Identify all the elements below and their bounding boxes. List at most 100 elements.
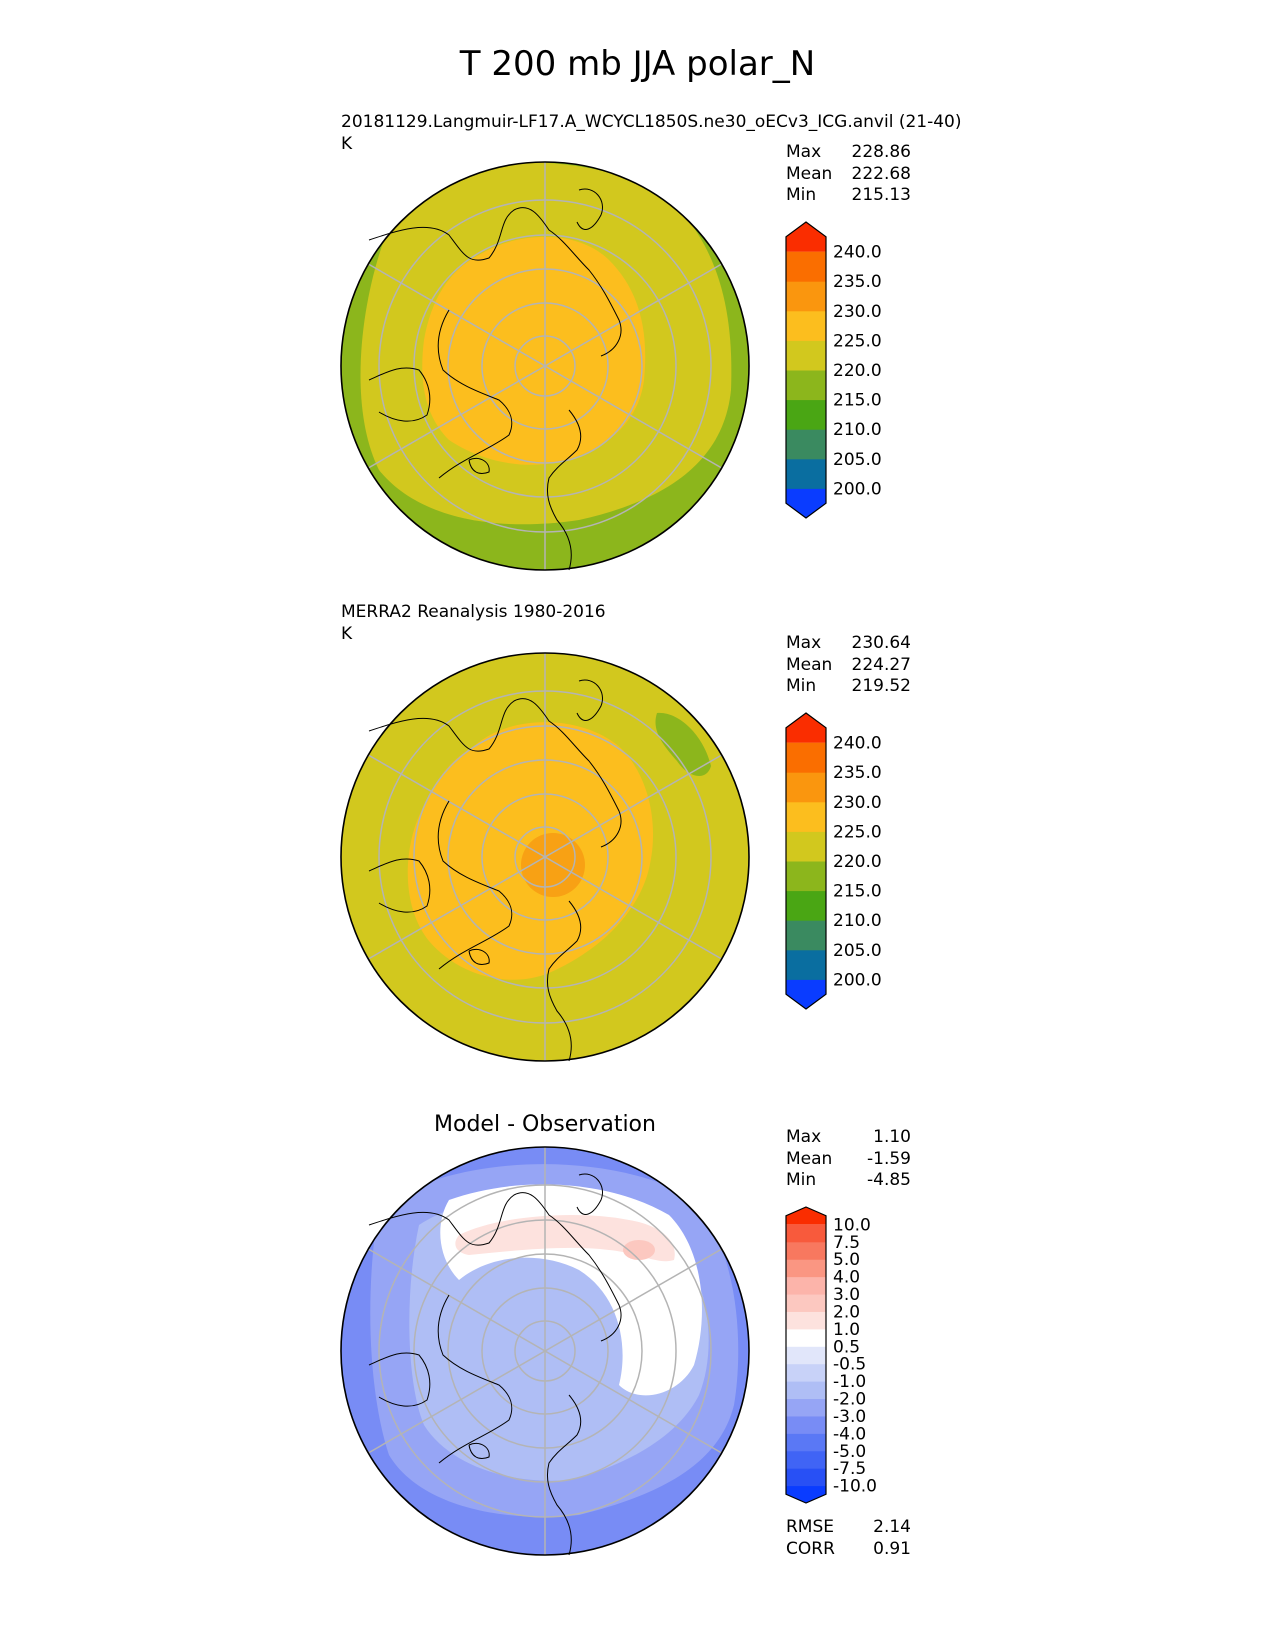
panel-2-units: K — [341, 624, 353, 644]
panel-3-metrics: RMSE 2.14 CORR 0.91 — [786, 1517, 911, 1560]
stat-value: 222.68 — [851, 163, 911, 184]
stat-value: 1.10 — [873, 1127, 911, 1147]
colorbar-tick-label: 5.0 — [833, 1250, 860, 1270]
panel-2-colorbar: 200.0 205.0 210.0 215.0 220.0 225.0 230.0 235.0… — [785, 712, 882, 1010]
colorbar-outline — [785, 221, 827, 519]
colorbar-outline — [785, 1206, 827, 1504]
colorbar-tick-label: 220.0 — [833, 852, 882, 872]
colorbar-tick-label: 235.0 — [833, 763, 882, 783]
colorbar-tick-label: 240.0 — [833, 734, 882, 754]
colorbar-segment — [786, 1363, 826, 1382]
map-boundary — [340, 1146, 750, 1556]
colorbar-extend-high — [786, 222, 826, 252]
colorbar-tick-label: -4.0 — [833, 1424, 866, 1444]
colorbar-tick-label: 230.0 — [833, 793, 882, 813]
colorbar-segment — [786, 458, 826, 489]
colorbar-segment — [786, 801, 826, 832]
stat-value: 215.13 — [851, 185, 911, 205]
coastlines — [368, 679, 622, 1062]
stat-value: 228.86 — [851, 142, 911, 162]
metric-value: 0.91 — [873, 1538, 911, 1559]
colorbar-segment — [786, 1381, 826, 1400]
stat-value: 230.64 — [851, 633, 911, 653]
colorbar-tick-label: 220.0 — [833, 361, 882, 381]
colorbar-segment — [786, 772, 826, 803]
stat-label: Min — [786, 185, 817, 205]
panel-1-stats: Max 228.86 Mean 222.68 Min 215.13 — [786, 142, 911, 207]
stat-value: -1.59 — [867, 1148, 911, 1169]
stat-label: Max — [786, 1127, 822, 1147]
colorbar-segment — [786, 429, 826, 460]
panel-3-colorbar: -10.0-7.5-5.0-4.0-3.0-2.0-1.0-0.50.51.02… — [785, 1206, 877, 1504]
graticule — [367, 162, 723, 570]
colorbar-tick-label: -7.5 — [833, 1459, 866, 1479]
colorbar-segment — [786, 1328, 826, 1347]
colorbar-tick-label: -0.5 — [833, 1355, 866, 1375]
colorbar-tick-label: 200.0 — [833, 479, 882, 499]
colorbar-tick-label: 0.5 — [833, 1337, 860, 1357]
colorbar-extend-low — [786, 979, 826, 1009]
panel-1-title: 20181129.Langmuir-LF17.A_WCYCL1850S.ne30… — [341, 112, 962, 132]
colorbar-segment — [786, 742, 826, 773]
colorbar-tick-label: -10.0 — [833, 1477, 877, 1497]
map-fill-plus1 — [623, 1240, 655, 1260]
colorbar-tick-label: 4.0 — [833, 1268, 860, 1288]
stat-value: -4.85 — [867, 1170, 911, 1190]
colorbar-tick-label: 10.0 — [833, 1215, 871, 1235]
colorbar-segment — [786, 1450, 826, 1469]
colorbar-segment — [786, 1398, 826, 1417]
colorbar-segment — [786, 1415, 826, 1434]
stat-value: 224.27 — [851, 654, 911, 675]
colorbar-segment — [786, 1346, 826, 1365]
colorbar-segment — [786, 310, 826, 341]
stat-label: Mean — [786, 654, 833, 675]
colorbar-segment — [786, 281, 826, 312]
colorbar-tick-label: -5.0 — [833, 1442, 866, 1462]
colorbar-segment — [786, 1294, 826, 1312]
panel-3-polar-map — [340, 1146, 750, 1556]
panel-2-title: MERRA2 Reanalysis 1980-2016 — [341, 602, 606, 622]
coastlines — [368, 1173, 622, 1556]
colorbar-segment — [786, 890, 826, 921]
stat-label: Mean — [786, 1148, 833, 1169]
stat-label: Max — [786, 142, 822, 162]
colorbar-tick-label: -1.0 — [833, 1372, 866, 1392]
colorbar-tick-label: 215.0 — [833, 391, 882, 411]
colorbar-segment — [786, 1311, 826, 1330]
colorbar-tick-label: 210.0 — [833, 911, 882, 931]
colorbar-tick-label: 1.0 — [833, 1320, 860, 1340]
colorbar-extend-high — [786, 713, 826, 743]
colorbar-tick-label: 240.0 — [833, 243, 882, 263]
colorbar-tick-label: 215.0 — [833, 882, 882, 902]
colorbar-outline — [785, 712, 827, 1010]
colorbar-segment — [786, 831, 826, 862]
colorbar-segment — [786, 370, 826, 401]
stat-value: 219.52 — [851, 676, 911, 696]
panel-1-units: K — [341, 134, 353, 154]
map-fill-plus05 — [455, 1215, 675, 1262]
colorbar-tick-label: 235.0 — [833, 272, 882, 292]
stat-label: Max — [786, 633, 822, 653]
panel-2-polar-map — [340, 652, 750, 1062]
colorbar-tick-label: 3.0 — [833, 1285, 860, 1305]
colorbar-segment — [786, 861, 826, 892]
panel-3-title: Model - Observation — [434, 1112, 656, 1137]
colorbar-extend-low — [786, 488, 826, 518]
map-fill-215 — [655, 712, 711, 777]
graticule — [367, 653, 723, 1061]
coastlines — [368, 188, 622, 571]
colorbar-tick-label: -2.0 — [833, 1390, 866, 1410]
panel-3-stats: Max 1.10 Mean -1.59 Min -4.85 — [786, 1127, 911, 1192]
panel-1-polar-map — [340, 161, 750, 571]
figure-title: T 200 mb JJA polar_N — [459, 44, 816, 84]
panel-1-colorbar: 200.0 205.0 210.0 215.0 220.0 225.0 230.0 235.0… — [785, 221, 882, 519]
stat-label: Min — [786, 1170, 817, 1190]
graticule — [367, 1147, 723, 1555]
metric-label: CORR — [786, 1538, 835, 1559]
colorbar-tick-label: 225.0 — [833, 822, 882, 842]
colorbar-tick-label: 205.0 — [833, 941, 882, 961]
stat-label: Min — [786, 676, 817, 696]
colorbar-tick-label: -3.0 — [833, 1407, 866, 1427]
colorbar-tick-label: 225.0 — [833, 331, 882, 351]
colorbar-tick-label: 230.0 — [833, 302, 882, 322]
